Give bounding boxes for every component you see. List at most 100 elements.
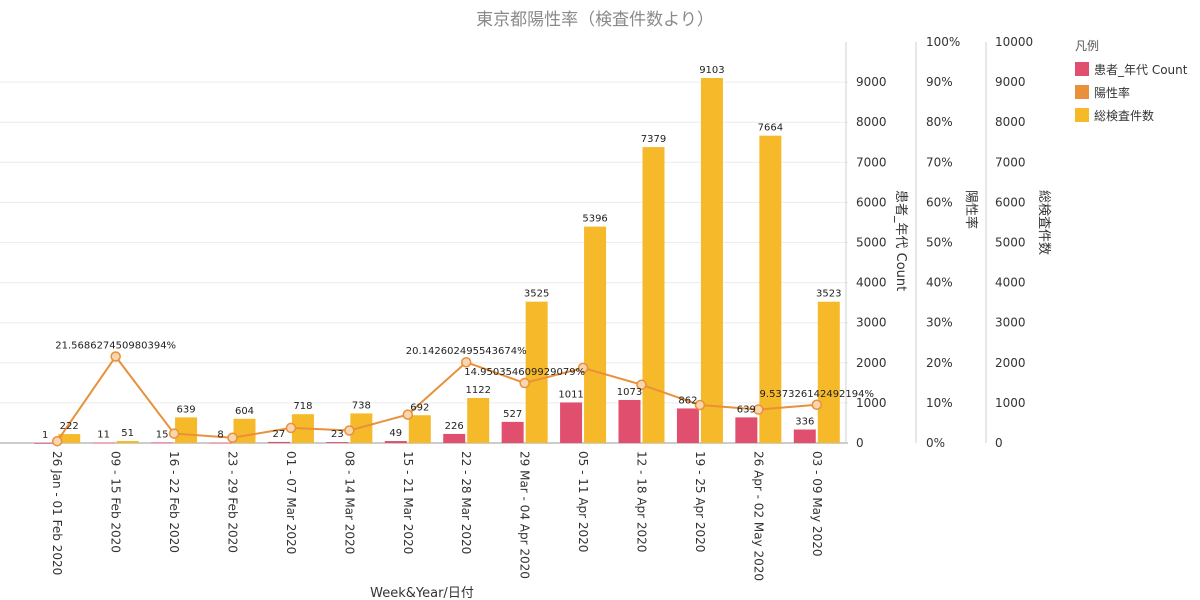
- data-labels: 1 222 11 51 15 639 8 604 27 718 23 738 49 692 226 1122 5…: [42, 65, 874, 441]
- y3-axis-tick: 2000: [995, 356, 1026, 370]
- y1-axis-tick: 9000: [856, 75, 887, 89]
- y3-axis-tick: 4000: [995, 276, 1026, 290]
- y1-axis-tick: 2000: [856, 356, 887, 370]
- x-tick-label: 15 - 21 Mar 2020: [401, 451, 415, 554]
- bar-total-tests: [700, 77, 723, 444]
- data-label-patients: 27: [273, 429, 286, 440]
- data-label-patients: 336: [795, 417, 814, 428]
- point-positivity: [636, 379, 647, 390]
- y1-axis-tick: 4000: [856, 276, 887, 290]
- y2-axis-tick: 30%: [926, 316, 953, 330]
- y2-axis-tick: 0%: [926, 436, 945, 450]
- bar-patients: [151, 442, 174, 444]
- data-label-total-tests: 9103: [699, 65, 724, 76]
- x-tick-label: 16 - 22 Feb 2020: [167, 451, 181, 553]
- y3-axis-title: 総検査件数: [1036, 190, 1051, 255]
- bar-patients: [735, 417, 758, 443]
- y1-axis-tick: 3000: [856, 316, 887, 330]
- point-positivity: [577, 362, 589, 374]
- y1-axis-title: 患者_年代 Count: [893, 190, 908, 291]
- x-tick-label: 01 - 07 Mar 2020: [284, 451, 298, 554]
- y3-axis-tick: 1000: [995, 396, 1026, 410]
- point-positivity: [285, 422, 297, 434]
- y3-axis-tick: 6000: [995, 195, 1026, 209]
- data-label-patients: 8: [217, 430, 223, 441]
- line-positivity: [56, 354, 817, 442]
- x-tick-label: 03 - 09 May 2020: [810, 451, 824, 556]
- data-label-total-tests: 3523: [816, 289, 841, 300]
- data-label-total-tests: 692: [410, 402, 429, 413]
- data-label-total-tests: 1122: [465, 385, 490, 396]
- bar-total-tests: [525, 301, 548, 443]
- x-tick-label: 19 - 25 Apr 2020: [693, 451, 707, 552]
- x-tick-label: 08 - 14 Mar 2020: [342, 451, 356, 554]
- data-label-patients: 11: [97, 430, 110, 441]
- bar-total-tests: [58, 434, 81, 443]
- legend-swatch: [1075, 85, 1089, 99]
- x-tick-label: 26 Jan - 01 Feb 2020: [50, 451, 64, 575]
- data-label-total-tests: 639: [177, 404, 196, 415]
- x-tick-label: 22 - 28 Mar 2020: [459, 451, 473, 554]
- data-label-patients: 226: [445, 421, 464, 432]
- legend-item-label: 陽性率: [1094, 85, 1130, 100]
- bar-total-tests: [584, 226, 607, 443]
- bar-total-tests: [642, 147, 665, 443]
- point-positivity: [753, 404, 764, 415]
- positivity-line: [51, 351, 823, 447]
- bar-patients: [443, 433, 466, 443]
- data-label-positivity: 14.950354609929079%: [464, 367, 585, 378]
- data-label-total-tests: 51: [121, 428, 134, 439]
- y2-axis-tick: 20%: [926, 356, 953, 370]
- y-axes: 0 1000 2000 3000 4000 5000 6000 7000 8000 9000 患者_…: [845, 35, 1051, 450]
- y1-axis-tick: 5000: [856, 236, 887, 250]
- bars: [34, 77, 840, 444]
- data-label-patients: 862: [678, 395, 697, 406]
- data-label-total-tests: 738: [352, 400, 371, 411]
- y3-axis-tick: 7000: [995, 155, 1026, 169]
- y3-axis-tick: 9000: [995, 75, 1026, 89]
- point-positivity: [227, 432, 238, 443]
- data-label-patients: 639: [737, 404, 756, 415]
- point-positivity: [168, 428, 180, 439]
- data-label-total-tests: 222: [60, 421, 79, 432]
- bar-patients: [560, 402, 583, 443]
- bar-total-tests: [116, 440, 139, 443]
- point-positivity: [811, 399, 823, 411]
- data-label-patients: 1073: [617, 387, 642, 398]
- bar-total-tests: [467, 398, 490, 443]
- y2-axis-tick: 70%: [926, 155, 953, 169]
- bar-total-tests: [408, 415, 431, 443]
- data-label-positivity: 20.142602495543674%: [406, 346, 527, 357]
- bar-patients: [92, 442, 115, 444]
- y1-axis-tick: 1000: [856, 396, 887, 410]
- data-label-patients: 15: [156, 429, 169, 440]
- data-label-total-tests: 7379: [641, 134, 666, 145]
- x-tick-label: 12 - 18 Apr 2020: [635, 451, 649, 552]
- y2-axis-tick: 40%: [926, 276, 953, 290]
- data-label-total-tests: 5396: [582, 214, 607, 225]
- x-axis: 26 Jan - 01 Feb 2020 09 - 15 Feb 2020 16 -…: [50, 451, 824, 581]
- data-label-positivity: 21.568627450980394%: [55, 341, 176, 352]
- bar-patients: [34, 442, 57, 444]
- bar-patients: [793, 429, 816, 443]
- y3-axis-tick: 8000: [995, 115, 1026, 129]
- x-tick-label: 05 - 11 Apr 2020: [576, 451, 590, 552]
- x-tick-label: 26 Apr - 02 May 2020: [751, 451, 765, 581]
- data-label-patients: 49: [389, 428, 402, 439]
- bar-patients: [501, 421, 524, 443]
- y2-axis-tick: 80%: [926, 115, 953, 129]
- point-positivity: [694, 399, 706, 411]
- x-tick-label: 09 - 15 Feb 2020: [109, 451, 123, 553]
- bar-patients: [326, 442, 349, 443]
- data-label-positivity: 9.537326142492194%: [760, 389, 874, 400]
- x-tick-label: 23 - 29 Feb 2020: [226, 451, 240, 553]
- y2-axis-tick: 90%: [926, 75, 953, 89]
- legend-item-label: 患者_年代 Count: [1094, 63, 1188, 77]
- legend-title: 凡例: [1075, 39, 1099, 53]
- bar-patients: [267, 441, 290, 443]
- y2-axis-title: 陽性率: [963, 190, 979, 229]
- chart-title: 東京都陽性率（検査件数より）: [476, 10, 714, 30]
- bar-patients: [384, 441, 407, 443]
- data-label-total-tests: 604: [235, 406, 254, 417]
